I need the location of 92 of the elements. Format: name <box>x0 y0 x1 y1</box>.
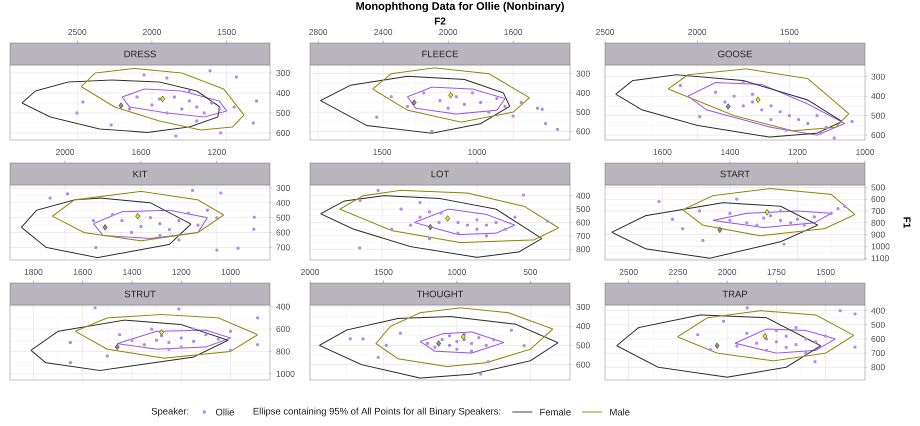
x-tick-label: 1750 <box>768 268 786 275</box>
chart-title: THOUGHT <box>416 290 464 298</box>
y-tick-label: 500 <box>576 342 590 348</box>
x-tick-label: 1000 <box>222 268 240 275</box>
legend-label: Female <box>540 408 571 416</box>
y-tick-label: 400 <box>576 323 590 330</box>
y-tick-label: 300 <box>276 70 290 76</box>
x-tick-label: 2000 <box>142 28 162 35</box>
y-tick-label: 400 <box>871 93 885 100</box>
y-tick-label: 300 <box>576 304 590 310</box>
x-tick-label: 2000 <box>301 268 320 275</box>
y-tick-label: 500 <box>276 110 290 116</box>
y-axis-title: F1 <box>904 217 910 228</box>
x-tick-label: 1500 <box>816 268 835 275</box>
y-tick-label: 1000 <box>872 243 890 250</box>
y-tick-label: 300 <box>276 184 290 191</box>
x-tick-label: 1600 <box>74 268 92 275</box>
y-tick-label: 800 <box>576 246 590 252</box>
y-tick-label: 400 <box>576 192 590 199</box>
y-tick-label: 600 <box>276 326 290 332</box>
x-tick-label: 1400 <box>721 148 740 155</box>
x-tick-label: 1000 <box>448 268 466 275</box>
x-tick-label: 2000 <box>718 268 736 275</box>
x-tick-label: 2000 <box>439 28 458 35</box>
y-tick-label: 500 <box>871 322 885 328</box>
x-tick-label: 1000 <box>468 148 486 155</box>
legend-label: Ollie <box>216 408 234 416</box>
y-tick-label: 800 <box>871 220 885 226</box>
x-tick-label: 2250 <box>668 268 687 275</box>
chart-title: DRESS <box>124 50 156 58</box>
x-tick-label: 1000 <box>856 148 874 155</box>
legend-label: Male <box>610 408 630 416</box>
y-tick-label: 700 <box>871 350 885 356</box>
y-tick-label: 600 <box>576 128 590 134</box>
chart-title: STRUT <box>124 290 156 298</box>
y-tick-label: 800 <box>276 348 290 354</box>
x-tick-label: 1500 <box>373 148 392 155</box>
chart-title: START <box>720 170 750 178</box>
x-tick-label: 2000 <box>56 148 74 155</box>
chart-title: GOOSE <box>718 50 752 58</box>
x-tick-label: 500 <box>524 268 538 275</box>
y-tick-label: 700 <box>576 232 590 239</box>
x-tick-label: 2500 <box>596 28 614 35</box>
y-tick-label: 1000 <box>276 370 295 377</box>
y-tick-label: 300 <box>576 70 590 77</box>
x-tick-label: 1600 <box>504 28 522 35</box>
text: Monophthong Data for Ollie (Nonbinary) <box>356 2 564 12</box>
x-tick-label: 1800 <box>24 268 42 275</box>
y-tick-label: 600 <box>871 132 885 138</box>
x-tick-label: 1500 <box>374 268 393 275</box>
x-tick-label: 1200 <box>172 268 190 275</box>
chart-title: LOT <box>432 170 449 178</box>
y-tick-label: 400 <box>276 304 290 310</box>
y-tick-label: 400 <box>276 90 290 96</box>
y-tick-label: 400 <box>276 200 290 206</box>
x-tick-label: 2500 <box>620 268 638 275</box>
x-tick-label: 1400 <box>123 268 142 275</box>
y-tick-label: 600 <box>576 362 590 368</box>
x-tick-label: 1200 <box>788 148 807 155</box>
x-tick-label: 1500 <box>218 28 236 35</box>
y-tick-label: 700 <box>871 208 885 214</box>
x-tick-label: 2500 <box>68 28 86 35</box>
y-tick-label: 500 <box>576 206 590 212</box>
y-tick-label: 500 <box>871 184 885 190</box>
y-tick-label: 800 <box>871 364 885 370</box>
y-tick-label: 1100 <box>872 255 889 262</box>
x-tick-label: 1200 <box>208 148 226 155</box>
y-tick-label: 500 <box>871 112 885 119</box>
x-tick-label: 1600 <box>654 148 672 155</box>
legend-title: Speaker: <box>152 408 188 416</box>
chart-title: TRAP <box>722 290 748 298</box>
y-tick-label: 600 <box>276 230 290 236</box>
x-tick-label: 1500 <box>780 28 798 35</box>
y-tick-label: 400 <box>576 90 590 96</box>
text: Ellipse containing 95% of All Points for all Binary Speakers: <box>254 408 500 416</box>
y-tick-label: 900 <box>871 232 885 238</box>
x-tick-label: 2400 <box>374 28 392 35</box>
y-tick-label: 600 <box>871 336 885 342</box>
y-tick-label: 300 <box>871 74 885 80</box>
chart-title: FLEECE <box>422 50 458 58</box>
y-tick-label: 400 <box>871 308 885 314</box>
x-axis-title: F2 <box>434 18 446 24</box>
x-tick-label: 1600 <box>132 148 150 155</box>
y-tick-label: 500 <box>576 109 590 116</box>
y-tick-label: 700 <box>276 244 290 250</box>
x-tick-label: 2000 <box>688 28 706 35</box>
chart-title: KIT <box>133 170 148 178</box>
x-tick-label: 2800 <box>309 28 328 35</box>
y-tick-label: 600 <box>576 220 590 226</box>
y-tick-label: 500 <box>276 214 290 221</box>
y-tick-label: 600 <box>276 130 290 136</box>
y-tick-label: 600 <box>871 196 885 202</box>
